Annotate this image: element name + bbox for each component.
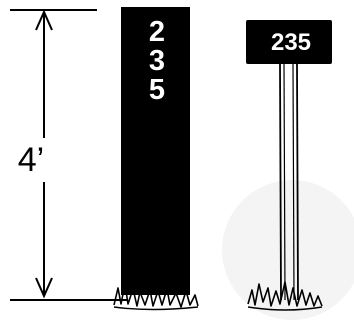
background-shadow [222, 180, 354, 320]
panel-sign-stake-inner-left [283, 63, 286, 301]
height-dimension-label: 4’ [0, 138, 62, 182]
post-sign-digit: 2 [148, 16, 166, 48]
panel-sign-body [246, 20, 332, 64]
post-sign-digit: 5 [148, 74, 166, 106]
panel-sign-stake-right [296, 63, 299, 301]
arrow-up-icon [35, 9, 53, 31]
grass-left-base [113, 306, 199, 311]
panel-sign-stake-inner-right [292, 63, 295, 301]
arrow-down-icon [35, 277, 53, 299]
panel-sign-stake-left [279, 63, 282, 301]
post-sign-digit: 3 [148, 45, 166, 77]
post-sign-body [121, 7, 190, 295]
grass-right-icon [247, 281, 323, 307]
grass-left-icon [113, 283, 199, 308]
post-sign-number: 2 3 5 [136, 18, 178, 105]
grass-right-base [247, 306, 323, 311]
panel-sign-number: 235 [270, 29, 312, 56]
